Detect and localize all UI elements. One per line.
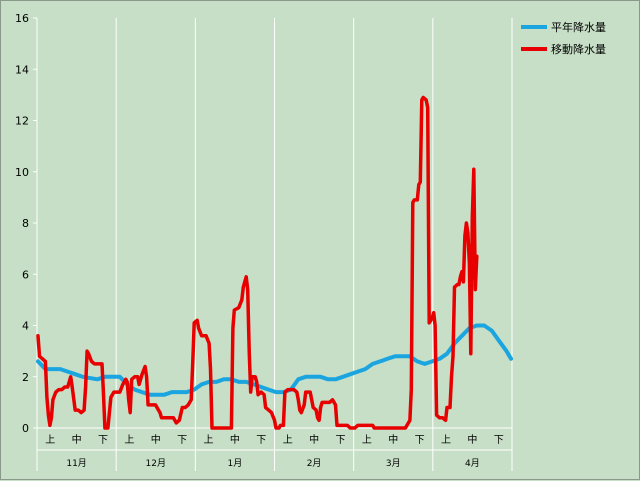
month-label: 4月 — [465, 458, 480, 469]
period-label: 中 — [309, 433, 319, 446]
period-label: 上 — [45, 434, 55, 446]
legend-label-1: 平年降水量 — [551, 20, 606, 34]
period-label: 上 — [441, 434, 451, 446]
month-label: 2月 — [307, 458, 322, 469]
y-tick-label: 6 — [22, 268, 29, 281]
period-label: 下 — [256, 435, 266, 446]
period-label: 下 — [98, 435, 108, 446]
y-tick-label: 16 — [15, 12, 29, 25]
y-tick-label: 12 — [15, 115, 29, 128]
y-tick-label: 14 — [15, 63, 29, 76]
x-axis-labels: 上 中 下 11月 上 中 下 12月 上 中 下 1月 上 中 下 2月 上 中 下 3月 上 中 下 4月 — [36, 428, 513, 471]
series-layer — [36, 95, 513, 430]
y-tick-label: 8 — [22, 217, 29, 230]
legend-label-2: 移動降水量 — [551, 42, 606, 56]
y-tick-label: 2 — [22, 371, 29, 384]
period-label: 中 — [151, 433, 161, 446]
period-label: 上 — [362, 434, 372, 446]
period-label: 上 — [283, 434, 293, 446]
month-label: 1月 — [228, 458, 243, 469]
period-label: 上 — [124, 434, 134, 446]
period-label: 下 — [415, 435, 425, 446]
y-tick-label: 10 — [15, 166, 29, 179]
period-label: 下 — [177, 435, 187, 446]
series-line-2 — [36, 95, 479, 430]
period-label: 下 — [494, 435, 504, 446]
period-label: 中 — [72, 433, 82, 446]
period-label: 中 — [230, 433, 240, 446]
y-tick-label: 0 — [22, 422, 29, 435]
month-label: 11月 — [66, 458, 86, 469]
period-label: 上 — [204, 434, 214, 446]
month-label: 3月 — [386, 458, 401, 469]
month-label: 12月 — [146, 458, 166, 469]
period-label: 下 — [335, 435, 345, 446]
y-axis-ticks: 0 2 4 6 8 10 12 14 16 — [15, 12, 37, 435]
y-tick-label: 4 — [22, 320, 29, 333]
period-label: 中 — [467, 433, 477, 446]
period-label: 中 — [388, 433, 398, 446]
